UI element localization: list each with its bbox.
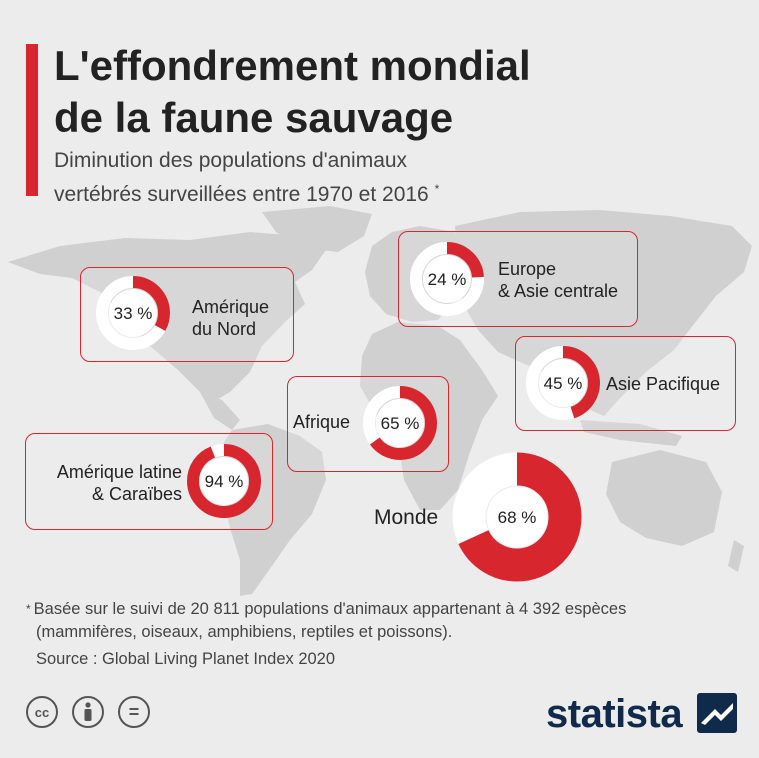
region-label-asia-pacific: Asie Pacifique (606, 373, 720, 395)
donut-value-label: 33 % (114, 304, 153, 323)
region-label-line: Amérique latine (56, 462, 182, 482)
donut-arc (363, 386, 437, 460)
donut-arc (410, 242, 484, 316)
person-glyph (84, 702, 92, 721)
source-text: Source : Global Living Planet Index 2020 (36, 650, 336, 668)
page-title: L'effondrement mondial de la faune sauva… (54, 40, 531, 144)
region-label-europe-central-asia: Europe & Asie centrale (498, 258, 618, 302)
statista-logo-icon (697, 693, 737, 733)
nd-icon-text: = (128, 701, 140, 722)
region-label-line: du Nord (192, 319, 257, 339)
cc-icon[interactable]: cc (26, 696, 58, 728)
subtitle-footnote-marker: * (434, 182, 440, 196)
donut-asia-pacific: 45 % (526, 346, 600, 420)
title-line-1: L'effondrement mondial (54, 42, 531, 89)
donut-center (486, 486, 548, 548)
donut-europe-central-asia: 24 % (410, 242, 484, 316)
donut-center (423, 255, 471, 303)
region-label-line: Europe (498, 259, 557, 279)
donut-center (200, 457, 248, 505)
logo-text: statista (546, 692, 683, 736)
footnote-line-2: (mammifères, oiseaux, amphibiens, reptil… (36, 623, 453, 641)
region-label-line: & Asie centrale (498, 281, 619, 301)
donut-world: 68 % (452, 452, 582, 582)
map-greenland (262, 206, 372, 252)
title-line-2: de la faune sauvage (54, 94, 454, 141)
subtitle: Diminution des populations d'animaux ver… (54, 146, 439, 209)
title-accent-bar (26, 44, 38, 196)
region-label-latin-america: Amérique latine & Caraïbes (30, 461, 182, 505)
attribution-icon[interactable] (72, 696, 104, 728)
donut-value-label: 68 % (498, 508, 537, 527)
region-label-line: Monde (374, 506, 439, 529)
subtitle-line-2: vertébrés surveillées entre 1970 et 2016 (54, 183, 429, 206)
map-indonesia (580, 420, 682, 446)
donut-value-label: 45 % (544, 374, 583, 393)
donut-value-label: 24 % (428, 270, 467, 289)
region-label-line: Amérique (192, 297, 270, 317)
cc-icon-text: cc (34, 704, 50, 720)
donut-arc (452, 452, 582, 582)
statista-logo[interactable]: statista (546, 692, 683, 737)
donut-center (109, 289, 157, 337)
region-label-line: Afrique (293, 412, 351, 432)
map-asia (455, 210, 752, 416)
donut-arc (187, 444, 261, 518)
donut-center (376, 399, 424, 447)
donut-value-label: 94 % (205, 472, 244, 491)
footnote: * Basée sur le suivi de 20 811 population… (26, 598, 626, 644)
donut-center (539, 359, 587, 407)
donut-value-label: 65 % (381, 414, 420, 433)
donut-latin-america: 94 % (187, 444, 261, 518)
map-new-zealand (728, 540, 744, 572)
map-australia (606, 450, 722, 546)
donut-arc (526, 346, 600, 420)
subtitle-line-1: Diminution des populations d'animaux (54, 149, 408, 172)
donut-africa: 65 % (363, 386, 437, 460)
donut-north-america: 33 % (96, 276, 170, 350)
no-derivatives-icon[interactable]: = (118, 696, 150, 728)
donut-arc (96, 276, 170, 350)
region-label-line: Asie Pacifique (606, 374, 721, 394)
footnote-marker: * (26, 602, 31, 616)
region-label-line: & Caraïbes (91, 484, 182, 504)
footnote-line-1: Basée sur le suivi de 20 811 populations… (33, 600, 627, 618)
map-central-america (200, 392, 240, 430)
region-label-africa: Afrique (293, 411, 350, 433)
region-label-north-america: Amérique du Nord (192, 296, 269, 340)
region-label-world: Monde (374, 506, 438, 530)
